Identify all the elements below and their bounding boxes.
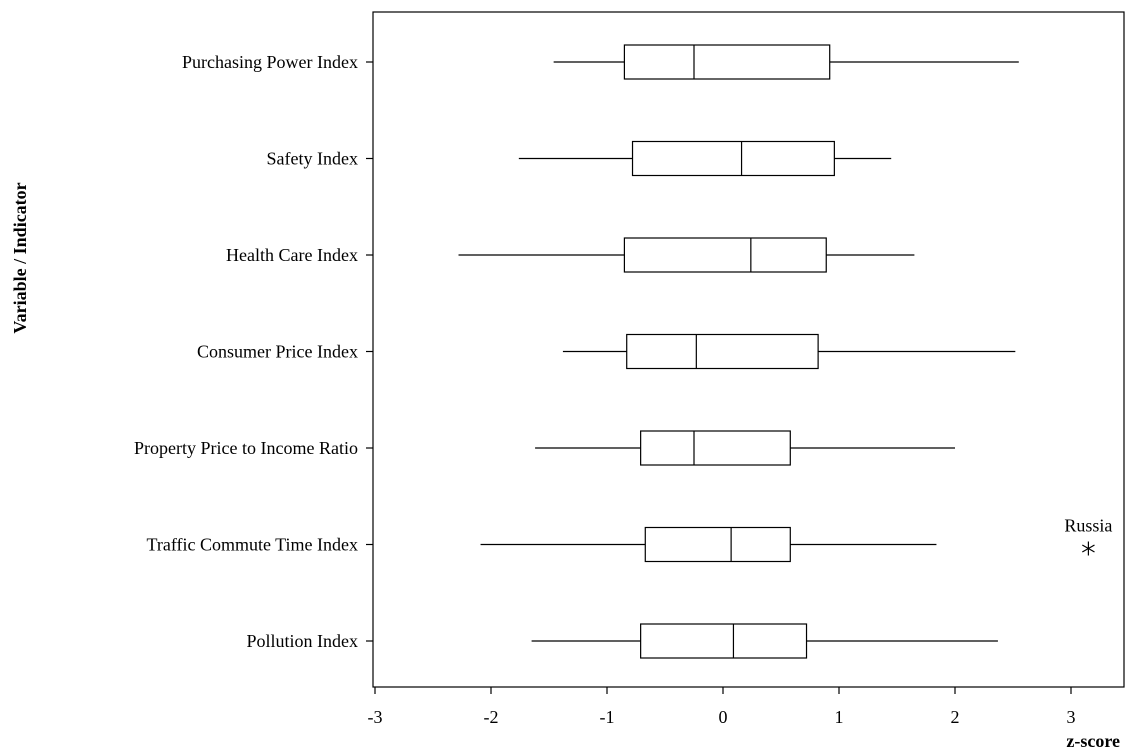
iqr-box [623, 44, 831, 80]
y-axis-ticks: Purchasing Power Index Safety Index Health… [134, 52, 373, 651]
plot-frame [372, 11, 1125, 688]
y-tick-label: Consumer Price Index [197, 342, 358, 362]
iqr-box [631, 140, 835, 177]
x-tick-label: -1 [600, 707, 615, 727]
y-tick-label: Health Care Index [226, 245, 358, 265]
iqr-box [640, 430, 791, 466]
box-item [518, 140, 892, 177]
box-item [531, 623, 998, 659]
x-tick-label: 1 [835, 707, 844, 727]
y-tick-label: Safety Index [267, 149, 358, 169]
y-tick-label: Traffic Commute Time Index [146, 535, 358, 555]
y-axis-title: Variable / Indicator [10, 182, 30, 333]
outlier-label: Russia [1064, 516, 1112, 536]
x-tick-label: 0 [719, 707, 728, 727]
iqr-box [644, 526, 791, 563]
box-item [458, 237, 915, 273]
iqr-box [623, 237, 827, 273]
star-stroke [1082, 544, 1095, 553]
box-item [535, 430, 955, 466]
x-axis-title: z-score [1066, 731, 1120, 751]
iqr-box [640, 623, 808, 659]
x-tick-label: 3 [1067, 707, 1076, 727]
x-tick-label: -2 [484, 707, 499, 727]
y-tick-label: Purchasing Power Index [182, 52, 358, 72]
iqr-box [626, 333, 819, 370]
outlier-points: Russia [1064, 516, 1112, 556]
box-item [553, 44, 1019, 80]
y-tick-label: Property Price to Income Ratio [134, 438, 358, 458]
x-axis-ticks: -3 -2 -1 0 1 2 3 [368, 687, 1076, 727]
outlier-marker [1082, 541, 1095, 556]
box-item [480, 526, 937, 563]
box-item [562, 333, 1016, 370]
box-series [458, 44, 1019, 659]
x-tick-label: -3 [368, 707, 383, 727]
x-tick-label: 2 [951, 707, 960, 727]
y-tick-label: Pollution Index [247, 631, 359, 651]
